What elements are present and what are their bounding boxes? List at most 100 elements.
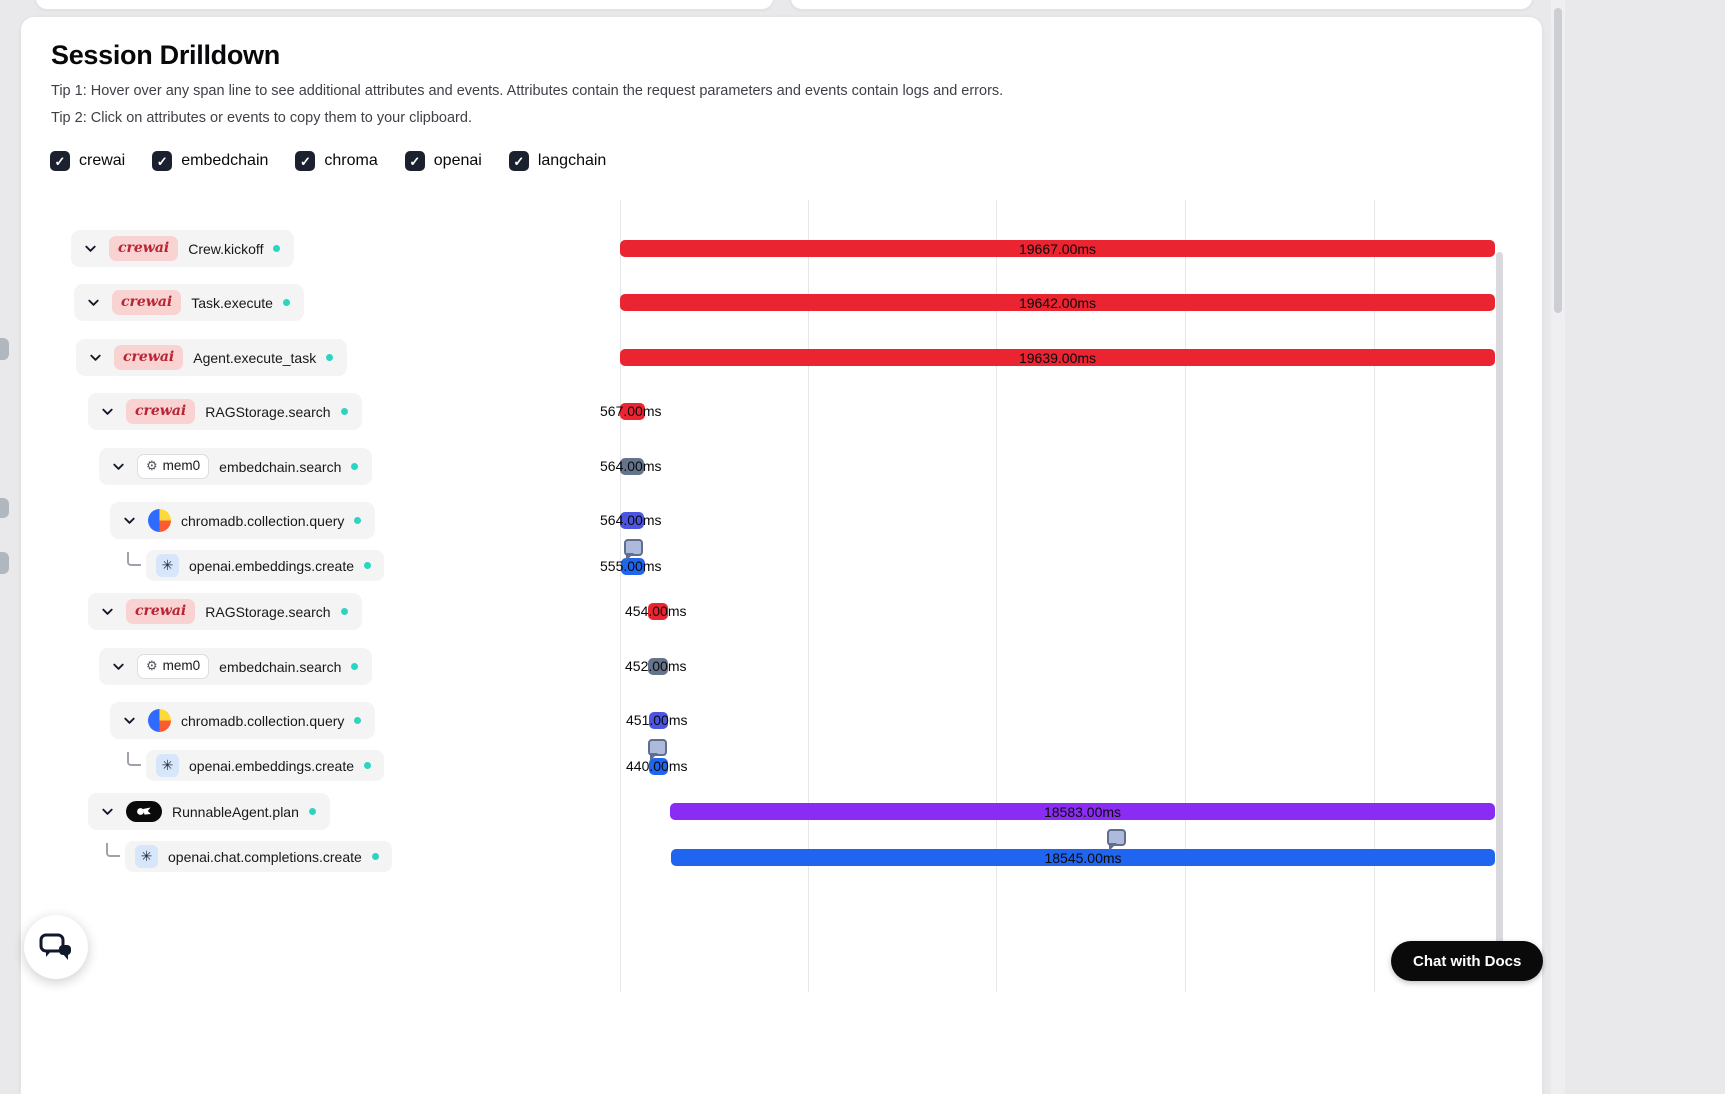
chart-scrollbar[interactable]	[1496, 252, 1503, 976]
span-row-ragstorage-search[interactable]: crewai RAGStorage.search	[88, 393, 362, 430]
span-name: RunnableAgent.plan	[172, 803, 299, 820]
page-title: Session Drilldown	[51, 40, 280, 70]
span-row-openai-embeddings[interactable]: ✳ openai.embeddings.create	[146, 750, 385, 781]
span-name: openai.embeddings.create	[189, 557, 355, 574]
checkbox-checked-icon[interactable]: ✓	[50, 151, 70, 171]
span-row-ragstorage-search[interactable]: crewai RAGStorage.search	[88, 593, 362, 630]
chevron-down-icon[interactable]	[81, 240, 99, 258]
span-name: Agent.execute_task	[193, 349, 317, 366]
span-name: RAGStorage.search	[205, 403, 331, 420]
checkbox-checked-icon[interactable]: ✓	[404, 151, 425, 171]
span-bar[interactable]: 18583.00ms	[670, 803, 1495, 820]
filter-label: openai	[433, 152, 482, 169]
top-partial-card-left	[35, 0, 774, 10]
status-dot	[354, 517, 362, 524]
chevron-down-icon[interactable]	[98, 603, 116, 621]
filter-label: langchain	[537, 152, 607, 169]
duration-label: 440.00ms	[626, 758, 688, 774]
grid-line	[808, 200, 809, 992]
filter-openai[interactable]: ✓ openai	[404, 151, 482, 171]
span-row-chromadb-query[interactable]: chromadb.collection.query	[110, 502, 376, 539]
span-row-crew-kickoff[interactable]: crewai Crew.kickoff	[71, 230, 295, 267]
event-bubble-icon[interactable]	[624, 539, 643, 561]
edge-artifact	[0, 498, 9, 518]
span-name: openai.chat.completions.create	[168, 848, 362, 865]
chroma-logo	[148, 709, 171, 732]
status-dot	[308, 808, 316, 815]
status-dot	[354, 717, 362, 724]
span-bar[interactable]	[620, 458, 644, 475]
chevron-down-icon[interactable]	[84, 294, 102, 312]
status-dot	[364, 762, 372, 769]
tree-connector-icon	[127, 552, 141, 566]
grid-line	[996, 200, 997, 992]
chevron-down-icon[interactable]	[109, 658, 127, 676]
span-name: chromadb.collection.query	[181, 512, 345, 529]
filter-chroma[interactable]: ✓ chroma	[295, 151, 378, 171]
duration-label: 454.00ms	[625, 603, 687, 619]
event-bubble-icon[interactable]	[648, 739, 667, 761]
mem0-logo: ⚙ mem0	[137, 454, 210, 479]
span-row-embedchain-search[interactable]: ⚙ mem0 embedchain.search	[99, 448, 373, 485]
page-scrollbar-thumb[interactable]	[1554, 8, 1562, 313]
span-row-task-execute[interactable]: crewai Task.execute	[74, 284, 304, 321]
span-row-chromadb-query[interactable]: chromadb.collection.query	[110, 702, 376, 739]
chevron-down-icon[interactable]	[98, 403, 116, 421]
span-row-embedchain-search[interactable]: ⚙ mem0 embedchain.search	[99, 648, 373, 685]
chat-bubbles-icon	[39, 933, 71, 960]
span-bar[interactable]: 18545.00ms	[671, 849, 1495, 866]
span-bar[interactable]	[621, 558, 645, 575]
span-bar[interactable]	[649, 758, 668, 775]
tip-1-text: Tip 1: Hover over any span line to see a…	[51, 83, 1004, 99]
top-partial-card-right	[790, 0, 1533, 10]
chroma-logo	[148, 509, 171, 532]
span-bar[interactable]	[620, 403, 645, 420]
edge-artifact	[0, 552, 9, 574]
duration-label: 19642.00ms	[1018, 294, 1097, 311]
grid-line	[620, 200, 621, 992]
grid-line	[1185, 200, 1186, 992]
duration-label: 451.00ms	[626, 712, 688, 728]
library-filters: ✓ crewai ✓ embedchain ✓ chroma ✓ openai …	[50, 151, 606, 171]
span-name: openai.embeddings.create	[189, 757, 355, 774]
checkbox-checked-icon[interactable]: ✓	[508, 151, 529, 171]
crewai-logo: crewai	[126, 399, 196, 424]
span-row-openai-embeddings[interactable]: ✳ openai.embeddings.create	[146, 550, 385, 581]
chevron-down-icon[interactable]	[86, 349, 104, 367]
span-name: embedchain.search	[219, 658, 342, 675]
span-bar[interactable]	[648, 603, 668, 620]
filter-langchain[interactable]: ✓ langchain	[508, 151, 607, 171]
langchain-logo	[126, 801, 162, 822]
span-bar[interactable]	[649, 712, 668, 729]
chat-widget-launcher[interactable]	[24, 915, 88, 979]
span-bar[interactable]: 19642.00ms	[620, 294, 1495, 311]
chevron-down-icon[interactable]	[98, 803, 116, 821]
tip-2-text: Tip 2: Click on attributes or events to …	[51, 110, 472, 126]
chevron-down-icon[interactable]	[109, 458, 127, 476]
span-bar[interactable]: 19667.00ms	[620, 240, 1495, 257]
span-name: chromadb.collection.query	[181, 712, 345, 729]
filter-embedchain[interactable]: ✓ embedchain	[152, 151, 268, 171]
chat-with-docs-button[interactable]: Chat with Docs	[1391, 941, 1544, 981]
span-bar[interactable]	[648, 658, 668, 675]
span-row-agent-execute-task[interactable]: crewai Agent.execute_task	[76, 339, 348, 376]
span-name: Task.execute	[191, 294, 273, 311]
status-dot	[326, 354, 334, 361]
crewai-logo: crewai	[109, 236, 179, 261]
span-row-openai-chat-completions[interactable]: ✳ openai.chat.completions.create	[125, 841, 392, 872]
span-row-runnableagent-plan[interactable]: RunnableAgent.plan	[88, 793, 330, 830]
event-bubble-icon[interactable]	[1107, 829, 1126, 851]
span-bar[interactable]	[620, 512, 644, 529]
chevron-down-icon[interactable]	[120, 512, 138, 530]
span-bar[interactable]: 19639.00ms	[620, 349, 1495, 366]
mem0-logo: ⚙ mem0	[137, 654, 210, 679]
duration-label: 564.00ms	[600, 458, 662, 474]
filter-crewai[interactable]: ✓ crewai	[50, 151, 125, 171]
duration-label: 19667.00ms	[1018, 240, 1097, 257]
checkbox-checked-icon[interactable]: ✓	[152, 151, 173, 171]
filter-label: crewai	[79, 152, 126, 169]
checkbox-checked-icon[interactable]: ✓	[295, 151, 316, 171]
mem0-gear-icon: ⚙	[146, 658, 158, 674]
chevron-down-icon[interactable]	[120, 712, 138, 730]
crewai-logo: crewai	[114, 345, 184, 370]
